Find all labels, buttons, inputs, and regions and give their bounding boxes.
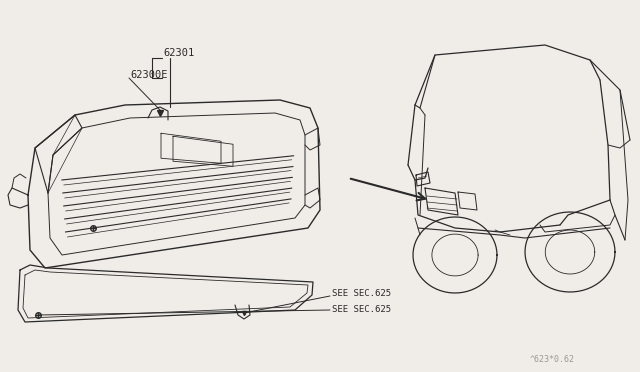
Text: SEE SEC.625: SEE SEC.625 — [332, 289, 391, 298]
Text: ^623*0.62: ^623*0.62 — [530, 356, 575, 365]
Text: 62301: 62301 — [163, 48, 195, 58]
Text: SEE SEC.625: SEE SEC.625 — [332, 305, 391, 314]
Text: 62300E: 62300E — [130, 70, 168, 80]
